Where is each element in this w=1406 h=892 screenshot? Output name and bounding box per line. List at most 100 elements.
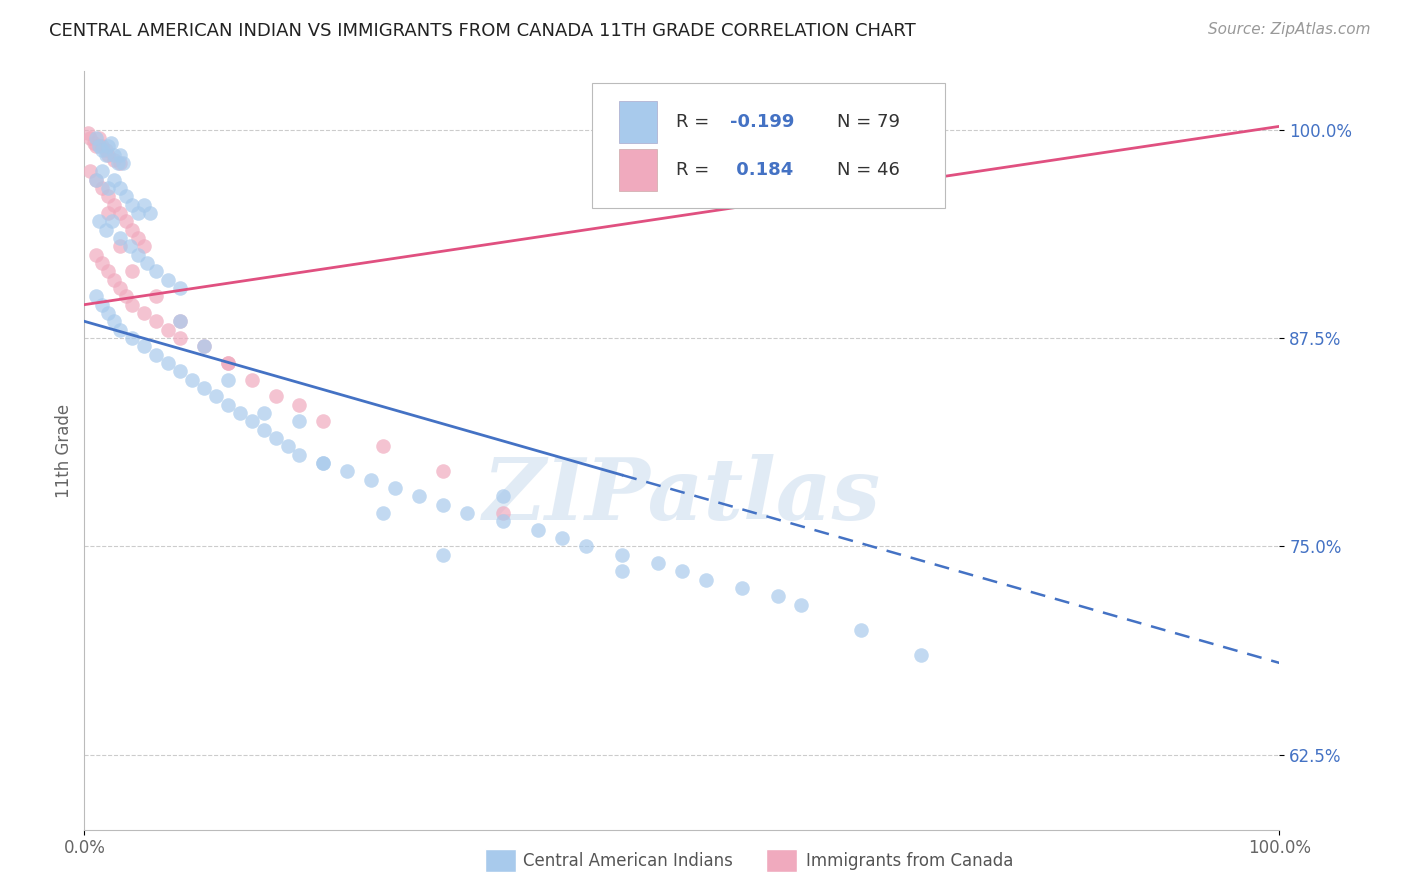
Point [97, 147, 120, 161]
Point [695, 573, 717, 587]
Point [110, 323, 132, 337]
Text: R =: R = [676, 161, 714, 179]
Text: R =: R = [676, 113, 714, 131]
FancyBboxPatch shape [592, 83, 945, 208]
Point [217, 356, 239, 370]
Point [288, 414, 311, 428]
Point [240, 373, 263, 387]
Point [910, 648, 932, 662]
Point [492, 514, 515, 528]
Point [118, 239, 141, 253]
Point [103, 314, 125, 328]
Text: Immigrants from Canada: Immigrants from Canada [806, 852, 1012, 870]
Point [157, 356, 180, 370]
Point [110, 206, 132, 220]
Point [432, 498, 454, 512]
Point [217, 356, 239, 370]
Point [100, 136, 122, 150]
Point [790, 598, 813, 612]
Point [91, 181, 114, 195]
Point [145, 264, 167, 278]
Point [312, 414, 335, 428]
Point [157, 273, 180, 287]
Point [94, 222, 117, 236]
Point [101, 214, 124, 228]
Point [97, 189, 120, 203]
Point [97, 181, 120, 195]
Text: 0.184: 0.184 [730, 161, 793, 179]
Point [277, 439, 299, 453]
Text: N = 79: N = 79 [838, 113, 900, 131]
Point [97, 306, 120, 320]
Point [264, 389, 287, 403]
Point [97, 206, 120, 220]
Point [169, 314, 191, 328]
Point [312, 456, 335, 470]
Point [312, 456, 335, 470]
FancyBboxPatch shape [619, 149, 657, 191]
Point [127, 231, 149, 245]
Point [384, 481, 406, 495]
Point [86, 131, 108, 145]
Point [87, 131, 110, 145]
Point [86, 172, 108, 186]
Point [79, 131, 101, 145]
Point [127, 206, 149, 220]
Point [671, 564, 693, 578]
Point [121, 264, 143, 278]
Point [86, 172, 108, 186]
Point [217, 373, 239, 387]
Point [492, 489, 515, 503]
Point [86, 139, 108, 153]
Text: -0.199: -0.199 [730, 113, 794, 131]
Point [229, 406, 252, 420]
Point [97, 139, 120, 153]
Point [145, 289, 167, 303]
Point [766, 589, 789, 603]
Point [612, 548, 634, 562]
Point [360, 473, 382, 487]
Point [107, 156, 129, 170]
Point [132, 239, 156, 253]
Point [91, 143, 114, 157]
FancyBboxPatch shape [619, 102, 657, 143]
Point [94, 143, 117, 157]
Point [79, 164, 101, 178]
Text: N = 46: N = 46 [838, 161, 900, 179]
Point [193, 339, 215, 353]
Point [336, 464, 359, 478]
Point [731, 581, 754, 595]
Point [94, 147, 117, 161]
Point [373, 439, 395, 453]
Point [456, 506, 478, 520]
Point [86, 247, 108, 261]
Point [86, 289, 108, 303]
Point [103, 147, 125, 161]
Point [492, 506, 515, 520]
Point [132, 306, 156, 320]
Point [91, 164, 114, 178]
Point [97, 264, 120, 278]
Point [169, 331, 191, 345]
Point [193, 381, 215, 395]
Point [115, 214, 138, 228]
Point [132, 339, 156, 353]
Point [110, 231, 132, 245]
Point [115, 289, 138, 303]
Point [121, 222, 143, 236]
Point [575, 539, 598, 553]
Point [110, 281, 132, 295]
Point [103, 197, 125, 211]
Text: ZIPatlas: ZIPatlas [482, 454, 882, 538]
Point [169, 281, 191, 295]
Point [240, 414, 263, 428]
Point [181, 373, 204, 387]
Point [87, 214, 110, 228]
Point [851, 623, 873, 637]
Point [91, 139, 114, 153]
Point [157, 323, 180, 337]
Point [110, 239, 132, 253]
Point [527, 523, 550, 537]
Point [193, 339, 215, 353]
Point [91, 298, 114, 312]
